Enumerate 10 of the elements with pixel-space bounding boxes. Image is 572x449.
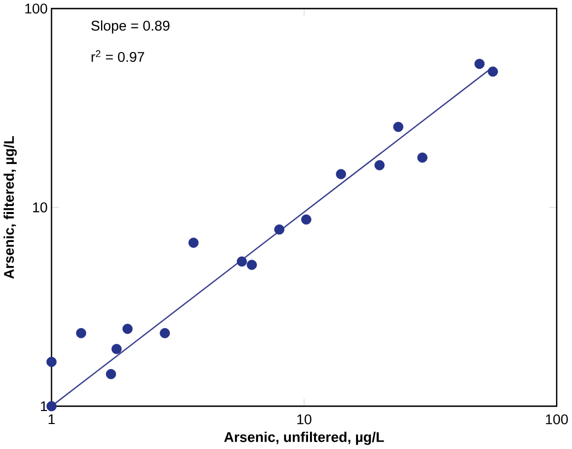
y-tick-label: 1 [40, 402, 48, 412]
x-tick-label: 100 [546, 414, 568, 425]
y-tick-label: 10 [33, 202, 48, 213]
annotation: r$^{2}$ = 0.97 [92, 50, 144, 62]
x-tick-label: 1 [48, 414, 55, 424]
annotation: Slope = 0.89 [91, 20, 170, 34]
x-axis-title: Arsenic, unfiltered, µg/L [224, 432, 384, 446]
x-tick-label: 10 [297, 414, 312, 425]
y-tick-label: 100 [25, 4, 48, 14]
y-axis-title: Arsenic, filtered, µg/L [4, 136, 17, 279]
